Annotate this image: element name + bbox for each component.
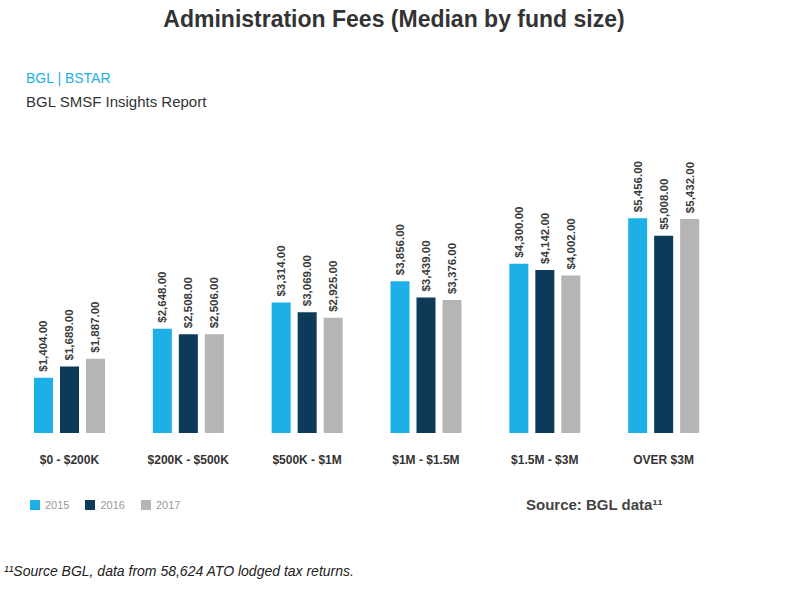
svg-text:$5,008.00: $5,008.00 xyxy=(658,179,670,230)
svg-text:$2,508.00: $2,508.00 xyxy=(182,277,194,328)
svg-text:$1M - $1.5M: $1M - $1.5M xyxy=(392,453,459,467)
html-text:Administration Fees (Median by: Administration Fees (Median by fund size… xyxy=(163,6,625,32)
svg-text:$2,925.00: $2,925.00 xyxy=(327,261,339,312)
svg-text:$5,456.00: $5,456.00 xyxy=(632,161,644,212)
svg-text:$1.5M - $3M: $1.5M - $3M xyxy=(511,453,578,467)
html-text:BGL SMSF Insights Report: BGL SMSF Insights Report xyxy=(26,93,207,110)
svg-text:$3,376.00: $3,376.00 xyxy=(446,243,458,294)
html-text:2016: 2016 xyxy=(100,499,125,511)
svg-text:$1,887.00: $1,887.00 xyxy=(90,302,102,353)
svg-text:$1,689.00: $1,689.00 xyxy=(64,309,76,360)
html-text:Source: BGL data¹¹: Source: BGL data¹¹ xyxy=(526,496,663,513)
svg-text:$4,142.00: $4,142.00 xyxy=(539,213,551,264)
svg-text:$0 - $200K: $0 - $200K xyxy=(40,453,100,467)
svg-text:$2,648.00: $2,648.00 xyxy=(156,272,168,323)
svg-text:$2,506.00: $2,506.00 xyxy=(208,277,220,328)
svg-text:$5,432.00: $5,432.00 xyxy=(684,162,696,213)
svg-text:$500K - $1M: $500K - $1M xyxy=(272,453,341,467)
svg-text:$3,856.00: $3,856.00 xyxy=(394,224,406,275)
svg-text:$4,300.00: $4,300.00 xyxy=(513,207,525,258)
html-text:¹¹Source BGL, data from 58,624: ¹¹Source BGL, data from 58,624 ATO lodge… xyxy=(4,563,354,579)
svg-text:$3,439.00: $3,439.00 xyxy=(420,240,432,291)
html-text:2015: 2015 xyxy=(45,499,70,511)
svg-text:$3,314.00: $3,314.00 xyxy=(275,245,287,296)
svg-text:$4,002.00: $4,002.00 xyxy=(565,218,577,269)
svg-text:$3,069.00: $3,069.00 xyxy=(301,255,313,306)
html-text:2017: 2017 xyxy=(156,499,181,511)
svg-text:$200K - $500K: $200K - $500K xyxy=(148,453,230,467)
html-text:BGL | BSTAR: BGL | BSTAR xyxy=(26,70,111,86)
svg-text:$1,404.00: $1,404.00 xyxy=(38,321,50,372)
svg-text:OVER $3M: OVER $3M xyxy=(633,453,694,467)
